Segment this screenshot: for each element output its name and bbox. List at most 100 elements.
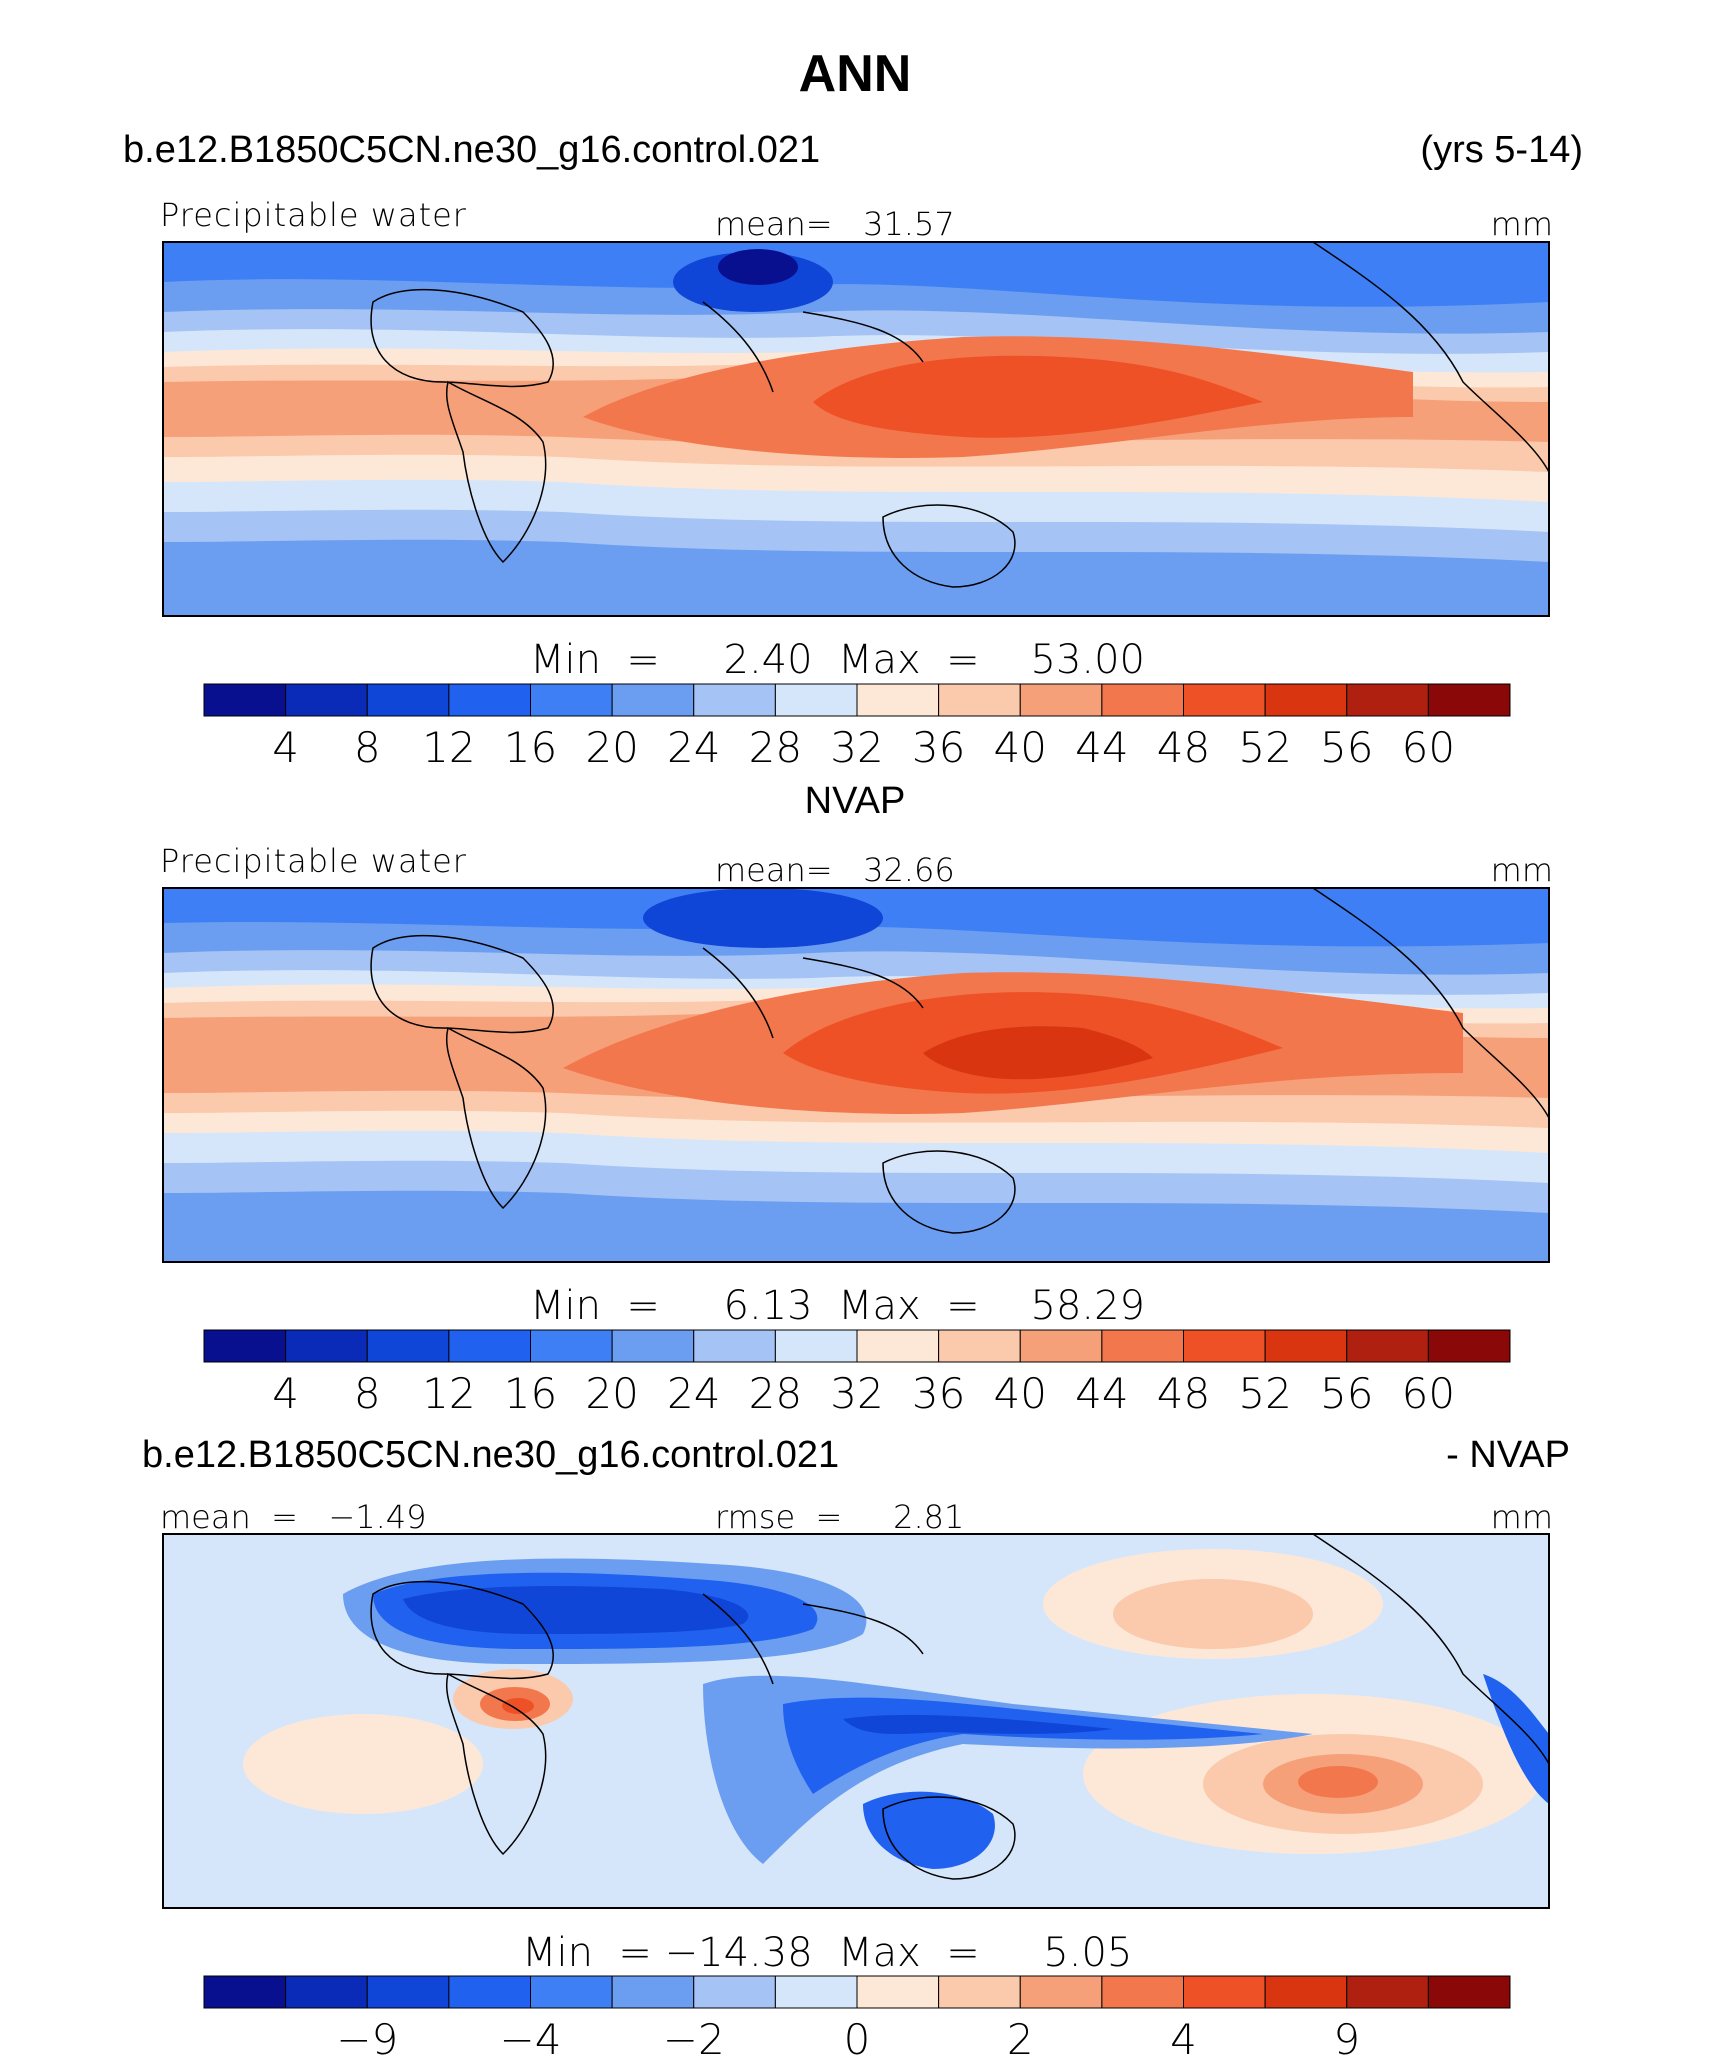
panel-1-variable-label: Precipitable water xyxy=(160,196,467,234)
colorbar-3-tick-label: 9 xyxy=(1333,2015,1360,2064)
panel-2-units: mm xyxy=(1490,851,1553,889)
colorbar-1-tick-label: 60 xyxy=(1402,723,1455,772)
colorbar-3-swatch xyxy=(203,1975,287,2009)
panel-1-units: mm xyxy=(1490,205,1553,243)
colorbar-1-swatch xyxy=(530,683,613,717)
colorbar-3-swatch xyxy=(366,1975,450,2009)
panel-1-minmax: Min = 2.40 Max = 53.00 xyxy=(530,637,1145,683)
panel-3-units: mm xyxy=(1490,1498,1553,1536)
colorbar-1-swatch xyxy=(203,683,287,717)
colorbar-3-tick-label: 2 xyxy=(1007,2015,1034,2064)
panel-2-mean-label: mean= 32.66 xyxy=(715,851,955,889)
colorbar-2-swatch xyxy=(856,1329,940,1363)
colorbar-1-tick-label: 8 xyxy=(354,723,381,772)
colorbar-2-tick-label: 44 xyxy=(1075,1369,1128,1418)
colorbar-1-tick-label: 52 xyxy=(1238,723,1291,772)
colorbar-2-swatch xyxy=(693,1329,776,1363)
panel-3-minmax: Min = −14.38 Max = 5.05 xyxy=(522,1930,1133,1976)
colorbar-2-tick-label: 12 xyxy=(422,1369,475,1418)
colorbar-2-swatch xyxy=(530,1329,613,1363)
colorbar-1-tick-label: 56 xyxy=(1320,723,1373,772)
colorbar-1-swatch xyxy=(1183,683,1266,717)
colorbar-1-tick-label: 24 xyxy=(667,723,720,772)
colorbar-3-tick-label: −4 xyxy=(500,2015,562,2064)
colorbar-1-tick-label: 16 xyxy=(504,723,557,772)
panel-3-rmse-label: rmse = 2.81 xyxy=(715,1498,965,1536)
colorbar-3-swatch xyxy=(1101,1975,1184,2009)
colorbar-3-swatch xyxy=(1346,1975,1429,2009)
colorbar-2-swatch xyxy=(448,1329,531,1363)
colorbar-1-tick-label: 28 xyxy=(749,723,802,772)
colorbar-3-tick-label: −9 xyxy=(336,2015,398,2064)
colorbar-3-swatch xyxy=(448,1975,531,2009)
colorbar-2-swatch xyxy=(1346,1329,1429,1363)
colorbar-1-swatch xyxy=(1346,683,1429,717)
colorbar-3-swatch xyxy=(1264,1975,1348,2009)
colorbar-3-swatch xyxy=(1427,1975,1511,2009)
colorbar-1-swatch xyxy=(693,683,776,717)
colorbar-2-tick-label: 48 xyxy=(1157,1369,1210,1418)
colorbar-2-swatch xyxy=(1101,1329,1184,1363)
colorbar-1-tick-label: 12 xyxy=(422,723,475,772)
colorbar-2-swatch xyxy=(611,1329,695,1363)
colorbar-2-tick-label: 32 xyxy=(830,1369,883,1418)
colorbar-2-tick-label: 56 xyxy=(1320,1369,1373,1418)
colorbar-3-swatch xyxy=(1019,1975,1103,2009)
panel-2-minmax: Min = 6.13 Max = 58.29 xyxy=(530,1283,1145,1329)
panel-1-colorbar: 4 8 12 16 20 24 28 32 36 40 44 48 52 56 60 xyxy=(203,683,1511,772)
colorbar-2-tick-label: 60 xyxy=(1402,1369,1455,1418)
colorbar-3-tick-label: −2 xyxy=(663,2015,725,2064)
panel-3-colorbar: −9 −4 −2 0 2 4 9 xyxy=(203,1975,1511,2064)
colorbar-3-tick-label: 4 xyxy=(1170,2015,1197,2064)
panel-3-case-name: b.e12.B1850C5CN.ne30_g16.control.021 xyxy=(142,1434,840,1476)
panel-2-colorbar: 4 8 12 16 20 24 28 32 36 40 44 48 52 56 60 xyxy=(203,1329,1511,1418)
colorbar-2-tick-label: 20 xyxy=(585,1369,638,1418)
colorbar-2-swatch xyxy=(203,1329,287,1363)
colorbar-1-swatch xyxy=(448,683,531,717)
colorbar-1-swatch xyxy=(1427,683,1511,717)
colorbar-1-swatch xyxy=(774,683,858,717)
colorbar-2-tick-label: 16 xyxy=(504,1369,557,1418)
colorbar-1-swatch xyxy=(285,683,368,717)
colorbar-1-tick-label: 4 xyxy=(272,723,299,772)
panel-1-years: (yrs 5-14) xyxy=(1420,129,1583,171)
panel-3-mean-label: mean = −1.49 xyxy=(160,1498,427,1536)
panel-1-mean-label: mean= 31.57 xyxy=(715,205,955,243)
colorbar-2-swatch xyxy=(1183,1329,1266,1363)
panel-2-case-name: NVAP xyxy=(804,780,906,822)
colorbar-2-tick-label: 28 xyxy=(749,1369,802,1418)
figure-title: ANN xyxy=(798,45,912,103)
panel-1-case-name: b.e12.B1850C5CN.ne30_g16.control.021 xyxy=(123,129,821,171)
colorbar-2-swatch xyxy=(1427,1329,1511,1363)
colorbar-1-swatch xyxy=(1101,683,1184,717)
colorbar-1-swatch xyxy=(611,683,695,717)
colorbar-2-swatch xyxy=(366,1329,450,1363)
colorbar-1-tick-label: 20 xyxy=(585,723,638,772)
colorbar-2-swatch xyxy=(1264,1329,1348,1363)
colorbar-2-swatch xyxy=(938,1329,1021,1363)
colorbar-3-swatch xyxy=(856,1975,940,2009)
colorbar-1-tick-label: 44 xyxy=(1075,723,1128,772)
colorbar-3-tick-label: 0 xyxy=(844,2015,871,2064)
colorbar-1-swatch xyxy=(366,683,450,717)
colorbar-2-tick-label: 52 xyxy=(1238,1369,1291,1418)
colorbar-2-swatch xyxy=(285,1329,368,1363)
colorbar-3-swatch xyxy=(530,1975,613,2009)
colorbar-2-swatch xyxy=(774,1329,858,1363)
colorbar-2-swatch xyxy=(1019,1329,1103,1363)
colorbar-3-swatch xyxy=(693,1975,776,2009)
panel-3-minus-label: - NVAP xyxy=(1446,1434,1570,1476)
colorbar-2-tick-label: 36 xyxy=(912,1369,965,1418)
colorbar-2-tick-label: 40 xyxy=(994,1369,1047,1418)
colorbar-3-swatch xyxy=(1183,1975,1266,2009)
colorbar-1-swatch xyxy=(1264,683,1348,717)
panel-1-map xyxy=(162,241,1550,617)
colorbar-3-swatch xyxy=(285,1975,368,2009)
colorbar-1-tick-label: 48 xyxy=(1157,723,1210,772)
colorbar-1-tick-label: 40 xyxy=(994,723,1047,772)
colorbar-3-swatch xyxy=(774,1975,858,2009)
colorbar-1-swatch xyxy=(1019,683,1103,717)
colorbar-2-tick-label: 4 xyxy=(272,1369,299,1418)
colorbar-2-tick-label: 24 xyxy=(667,1369,720,1418)
colorbar-3-swatch xyxy=(938,1975,1021,2009)
